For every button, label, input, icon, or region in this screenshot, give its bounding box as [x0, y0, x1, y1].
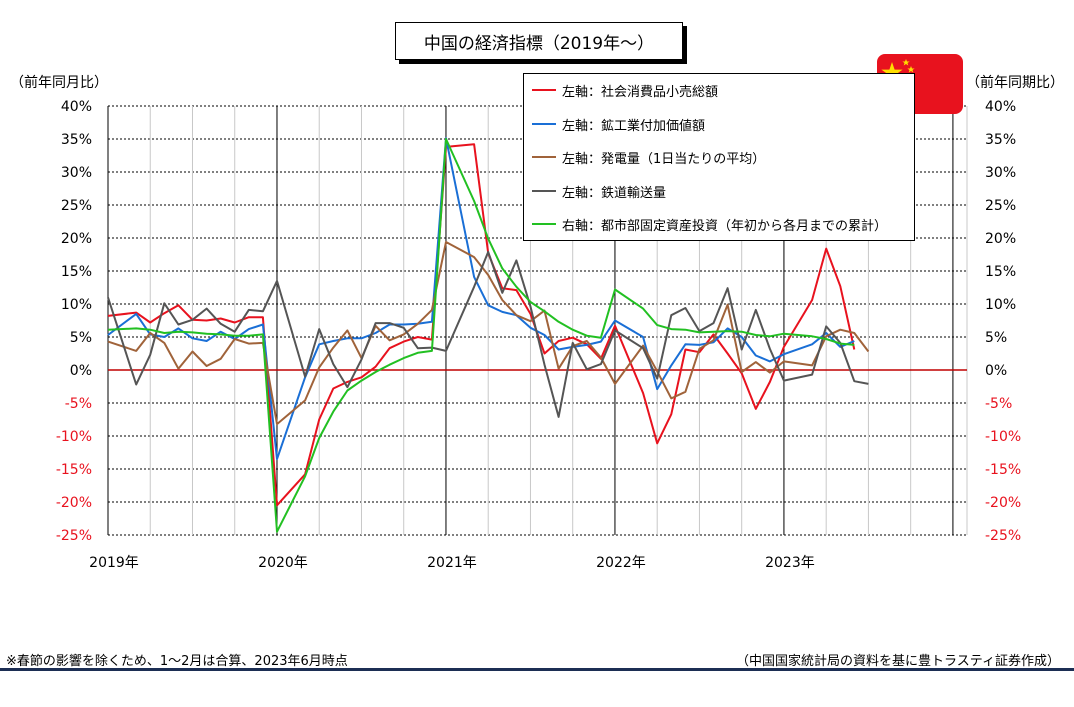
y-tick-label-right: 30%: [985, 165, 1016, 181]
y-tick-label-right: 15%: [985, 264, 1016, 280]
y-tick-label-right: 25%: [985, 198, 1016, 214]
y-tick-label-left: 40%: [61, 99, 92, 115]
series-line-2: [107, 241, 870, 426]
axes: 40% 40% 35% 35% 30% 30% 25% 25% 20% 20% 15% 15% 10% 1…: [56, 99, 1021, 571]
y-tick-label-left: -25%: [56, 528, 92, 544]
left-axis-unit: （前年同月比）: [10, 75, 108, 91]
legend-label: 右軸：都市部固定資産投資（年初から各月までの累計）: [562, 218, 888, 234]
y-tick-label-right: -20%: [985, 495, 1021, 511]
legend-item-industrial: 左軸：鉱工業付加価値額: [532, 114, 705, 134]
chart-title: 中国の経済指標（2019年～）: [423, 33, 655, 54]
chart-title-box: 中国の経済指標（2019年～）: [395, 22, 683, 60]
series-lines: [107, 137, 870, 533]
y-tick-label-left: -10%: [56, 429, 92, 445]
y-tick-label-right: -10%: [985, 429, 1021, 445]
legend-label: 左軸：発電量（1日当たりの平均）: [562, 151, 766, 167]
y-tick-label-right: -5%: [985, 396, 1012, 412]
legend-item-rail: 左軸：鉄道輸送量: [532, 181, 666, 201]
footnote-left: ※春節の影響を除くため、1～2月は合算、2023年6月時点: [6, 654, 348, 669]
y-tick-label-left: 25%: [61, 198, 92, 214]
y-tick-label-left: 0%: [70, 363, 92, 379]
y-tick-label-right: -15%: [985, 462, 1021, 478]
legend-label: 左軸：社会消費品小売総額: [562, 84, 719, 100]
right-axis-unit: （前年同期比）: [966, 75, 1064, 91]
y-tick-label-left: -20%: [56, 495, 92, 511]
x-tick-label: 2022年: [596, 555, 646, 571]
legend-swatch-red: [532, 89, 556, 91]
footnote-right: （中国国家統計局の資料を基に豊トラスティ証券作成）: [736, 654, 1060, 669]
bottom-rule: [0, 668, 1074, 671]
y-tick-label-right: 35%: [985, 132, 1016, 148]
y-tick-label-right: 0%: [985, 363, 1007, 379]
legend-swatch-gray: [532, 190, 556, 192]
x-tick-label: 2019年: [89, 555, 139, 571]
legend-item-power: 左軸：発電量（1日当たりの平均）: [532, 147, 765, 167]
x-tick-label: 2023年: [765, 555, 815, 571]
legend-label: 左軸：鉱工業付加価値額: [562, 118, 706, 134]
legend-item-retail: 左軸：社会消費品小売総額: [532, 80, 718, 100]
y-tick-label-left: 35%: [61, 132, 92, 148]
y-tick-label-right: 20%: [985, 231, 1016, 247]
y-tick-label-right: 10%: [985, 297, 1016, 313]
chart-legend: 左軸：社会消費品小売総額 左軸：鉱工業付加価値額 左軸：発電量（1日当たりの平均…: [523, 73, 915, 241]
x-tick-label: 2020年: [258, 555, 308, 571]
y-tick-label-left: 10%: [61, 297, 92, 313]
y-tick-label-left: 20%: [61, 231, 92, 247]
y-tick-label-left: 15%: [61, 264, 92, 280]
y-tick-label-right: 5%: [985, 330, 1007, 346]
series-line-3: [107, 250, 869, 418]
x-tick-label: 2021年: [427, 555, 477, 571]
y-tick-label-left: 5%: [70, 330, 92, 346]
legend-swatch-blue: [532, 123, 556, 125]
y-tick-label-left: -5%: [65, 396, 92, 412]
legend-swatch-brown: [532, 156, 556, 158]
y-tick-label-right: -25%: [985, 528, 1021, 544]
y-tick-label-right: 40%: [985, 99, 1016, 115]
y-tick-label-left: 30%: [61, 165, 92, 181]
legend-item-investment: 右軸：都市部固定資産投資（年初から各月までの累計）: [532, 214, 887, 234]
legend-swatch-green: [532, 223, 556, 225]
series-line-4: [107, 138, 855, 533]
y-tick-label-left: -15%: [56, 462, 92, 478]
legend-label: 左軸：鉄道輸送量: [562, 185, 667, 201]
